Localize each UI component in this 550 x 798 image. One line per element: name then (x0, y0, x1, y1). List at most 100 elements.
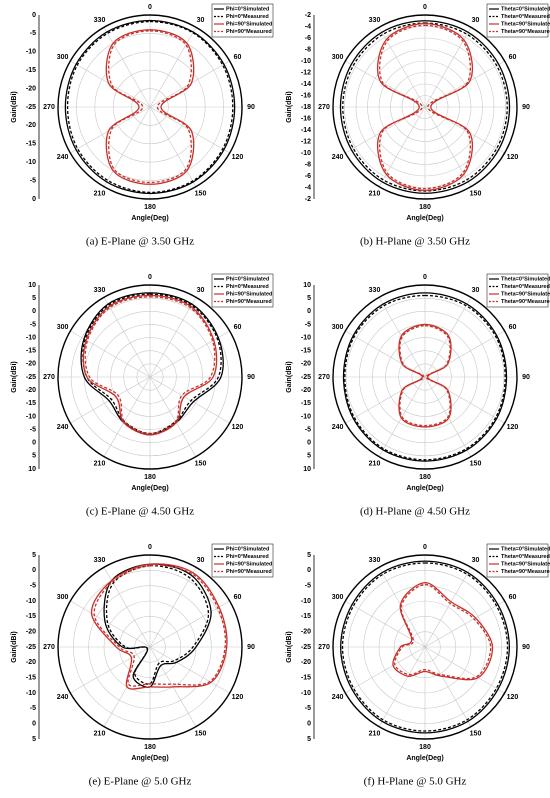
angle-label: 300 (57, 594, 69, 601)
curve (93, 564, 227, 687)
angle-label: 270 (43, 644, 55, 651)
grid-spoke (345, 646, 426, 694)
angle-label: 240 (57, 424, 69, 431)
angle-label: 330 (94, 17, 106, 24)
legend-label: Phi=90°Simulated (226, 21, 272, 27)
r-tick-label: -15 (26, 348, 36, 355)
r-tick-label: -15 (26, 141, 36, 148)
r-tick-label: 10 (303, 282, 311, 289)
r-tick-label: -10 (26, 413, 36, 420)
angle-label: 210 (94, 730, 106, 737)
legend-label: Theta=0°Measured (501, 14, 550, 20)
angle-label: 120 (232, 694, 244, 701)
r-tick-label: -5 (30, 705, 36, 712)
angle-label: 0 (423, 274, 427, 281)
x-axis-label: Angle(Deg) (406, 485, 443, 492)
legend-label: Phi=90°Measured (226, 569, 272, 575)
grid-spoke (345, 330, 426, 378)
angle-label: 180 (419, 474, 431, 481)
r-tick-label: -14 (301, 81, 311, 88)
angle-label: 270 (318, 644, 330, 651)
caption: (e) E-Plane @ 5.0 GHz (89, 776, 192, 788)
legend-label: Theta=90°Measured (501, 299, 550, 305)
angle-label: 300 (57, 54, 69, 61)
angle-label: 0 (148, 544, 152, 551)
curve (64, 19, 236, 195)
angle-label: 180 (419, 744, 431, 751)
x-axis-label: Angle(Deg) (406, 215, 443, 222)
r-tick-label: -2 (305, 12, 311, 19)
curve (393, 583, 492, 680)
angle-label: 180 (144, 474, 156, 481)
r-tick-label: -10 (26, 159, 36, 166)
caption: (d) H-Plane @ 4.50 GHz (360, 506, 470, 518)
r-tick-label: 0 (307, 308, 311, 315)
legend-label: Theta=0°Simulated (501, 276, 550, 282)
x-axis-label: Angle(Deg) (131, 755, 168, 762)
angle-label: 330 (94, 287, 106, 294)
angle-label: 120 (507, 154, 519, 161)
legend-label: Phi=90°Measured (226, 299, 272, 305)
outer-ring (332, 554, 518, 740)
x-axis-label: Angle(Deg) (406, 755, 443, 762)
angle-label: 120 (232, 424, 244, 431)
legend-label: Theta=0°Simulated (501, 6, 550, 12)
legend-label: Theta=90°Simulated (501, 21, 550, 27)
curve (341, 562, 509, 732)
r-tick-label: -25 (26, 104, 36, 111)
r-tick-label: -20 (26, 361, 36, 368)
r-tick-label: 0 (32, 196, 36, 203)
legend-label: Theta=90°Simulated (501, 291, 550, 297)
grid-spoke (103, 376, 151, 457)
angle-label: 0 (423, 544, 427, 551)
r-tick-label: -10 (26, 690, 36, 697)
r-tick-label: -2 (305, 196, 311, 203)
curve (398, 323, 452, 428)
angle-label: 60 (509, 54, 517, 61)
angle-label: 240 (332, 424, 344, 431)
r-tick-label: -5 (30, 426, 36, 433)
angle-label: 330 (369, 557, 381, 564)
r-tick-label: -12 (301, 138, 311, 145)
grid-spoke (424, 106, 472, 187)
angle-label: 60 (234, 594, 242, 601)
r-tick-label: -5 (30, 583, 36, 590)
angle-label: 210 (94, 460, 106, 467)
angle-label: 150 (470, 460, 482, 467)
r-tick-label: 0 (32, 721, 36, 728)
curve (84, 296, 216, 435)
angle-label: 180 (144, 204, 156, 211)
angle-label: 120 (232, 154, 244, 161)
r-tick-label: 5 (32, 453, 36, 460)
grid-spoke (149, 60, 230, 108)
r-tick-label: -6 (305, 35, 311, 42)
r-tick-label: -8 (305, 161, 311, 168)
outer-ring (332, 14, 518, 200)
grid-spoke (70, 376, 151, 424)
r-tick-label: -15 (301, 613, 311, 620)
r-tick-label: 5 (307, 295, 311, 302)
r-tick-label: -25 (26, 644, 36, 651)
grid-spoke (70, 600, 151, 648)
angle-label: 60 (509, 594, 517, 601)
r-tick-label: -20 (26, 629, 36, 636)
r-tick-label: -14 (301, 127, 311, 134)
angle-label: 210 (369, 190, 381, 197)
r-tick-label: -12 (301, 69, 311, 76)
curve (66, 20, 234, 194)
angle-label: 60 (234, 54, 242, 61)
angle-label: 30 (472, 17, 480, 24)
r-tick-label: 0 (32, 567, 36, 574)
grid-spoke (424, 567, 472, 648)
grid-spoke (149, 376, 197, 457)
grid-spoke (424, 330, 505, 378)
angle-label: 270 (318, 374, 330, 381)
angle-label: 300 (57, 324, 69, 331)
caption: (c) E-Plane @ 4.50 GHz (86, 506, 194, 518)
r-tick-label: -10 (301, 690, 311, 697)
curve (392, 581, 494, 681)
grid-spoke (149, 106, 230, 154)
angle-label: 210 (94, 190, 106, 197)
y-axis-label: Gain(dBi) (286, 361, 293, 393)
